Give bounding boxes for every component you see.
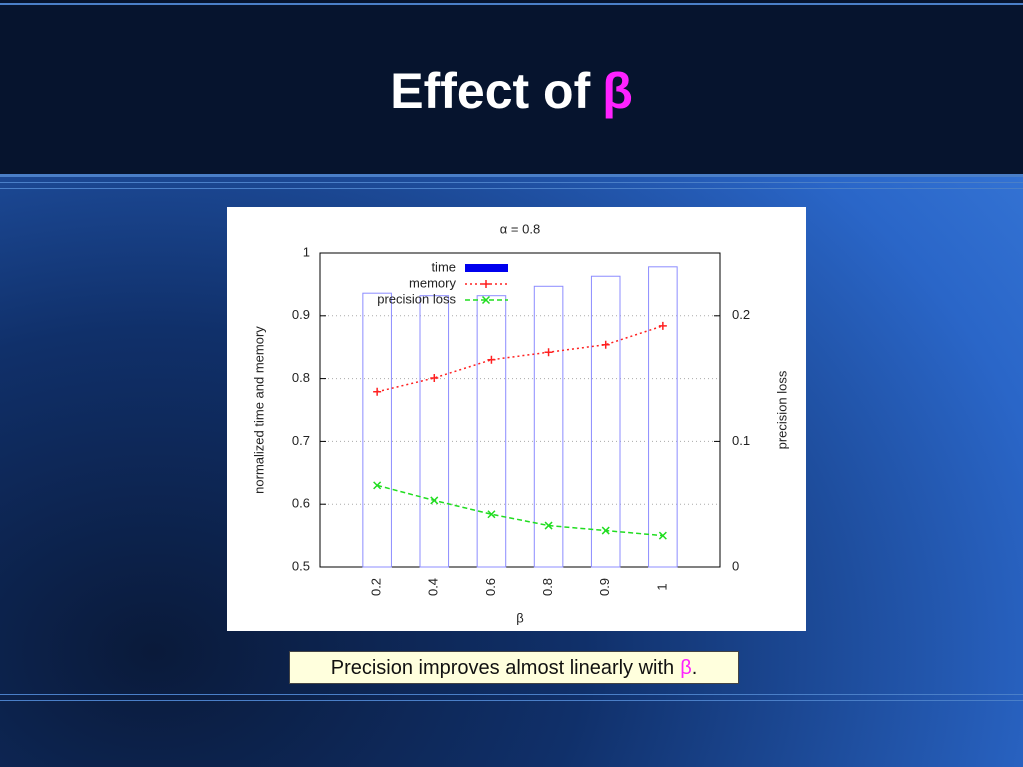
y-tick-label: 0.9 — [292, 307, 310, 322]
marker — [482, 280, 490, 288]
y-tick-label: 1 — [303, 244, 310, 259]
marker — [658, 321, 667, 330]
marker — [658, 531, 667, 540]
marker — [544, 348, 553, 357]
caption-symbol: β — [680, 657, 692, 679]
bar — [533, 285, 564, 568]
x-tick-label: 0.9 — [597, 578, 612, 596]
rule — [0, 188, 1023, 189]
title-symbol: β — [602, 63, 633, 119]
legend-label: memory — [409, 275, 456, 290]
marker — [487, 510, 496, 519]
rule — [0, 3, 1023, 5]
marker — [373, 387, 382, 396]
caption: Precision improves almost linearly with β… — [289, 651, 739, 684]
y-tick-label: 0.6 — [292, 496, 310, 511]
bar — [648, 266, 678, 568]
rule — [0, 174, 1023, 177]
y2-tick-label: 0.2 — [732, 307, 750, 322]
y-tick-label: 0.5 — [292, 558, 310, 573]
legend-label: precision loss — [377, 291, 456, 306]
marker — [430, 496, 439, 505]
rule — [0, 694, 1023, 695]
chart-title: α = 0.8 — [500, 221, 540, 236]
x-axis-label: β — [516, 610, 523, 625]
chart: α = 0.8 β normalized time and memory pre… — [227, 207, 806, 631]
caption-end: . — [691, 657, 698, 679]
legend-label: time — [431, 259, 456, 274]
marker — [373, 481, 382, 490]
plot-frame — [319, 252, 721, 568]
legend-swatch — [465, 264, 508, 272]
y-tick-label: 0.8 — [292, 370, 310, 385]
title-text: Effect of — [390, 63, 591, 119]
y2-tick-label: 0.1 — [732, 433, 750, 448]
y-axis-label: normalized time and memory — [251, 326, 266, 494]
slide-title: Effect of β — [0, 62, 1023, 120]
rule — [0, 182, 1023, 183]
y2-axis-label: precision loss — [774, 370, 789, 449]
marker — [544, 521, 553, 530]
y-tick-label: 0.7 — [292, 433, 310, 448]
caption-text: Precision improves almost linearly with — [330, 657, 675, 679]
header — [0, 0, 1023, 174]
x-tick-label: 0.2 — [369, 578, 384, 596]
x-tick-label: 0.8 — [540, 578, 555, 596]
marker — [430, 373, 439, 382]
x-tick-label: 0.6 — [483, 578, 498, 596]
y2-tick-label: 0 — [732, 558, 739, 573]
bar — [476, 295, 507, 568]
bar — [362, 292, 392, 568]
bar — [590, 275, 621, 568]
marker — [481, 295, 491, 305]
marker — [601, 526, 610, 535]
bar — [419, 295, 450, 568]
x-tick-label: 1 — [654, 583, 669, 590]
x-tick-label: 0.4 — [426, 578, 441, 596]
line — [376, 484, 663, 537]
rule — [0, 700, 1023, 701]
marker — [601, 340, 610, 349]
marker — [487, 355, 496, 364]
